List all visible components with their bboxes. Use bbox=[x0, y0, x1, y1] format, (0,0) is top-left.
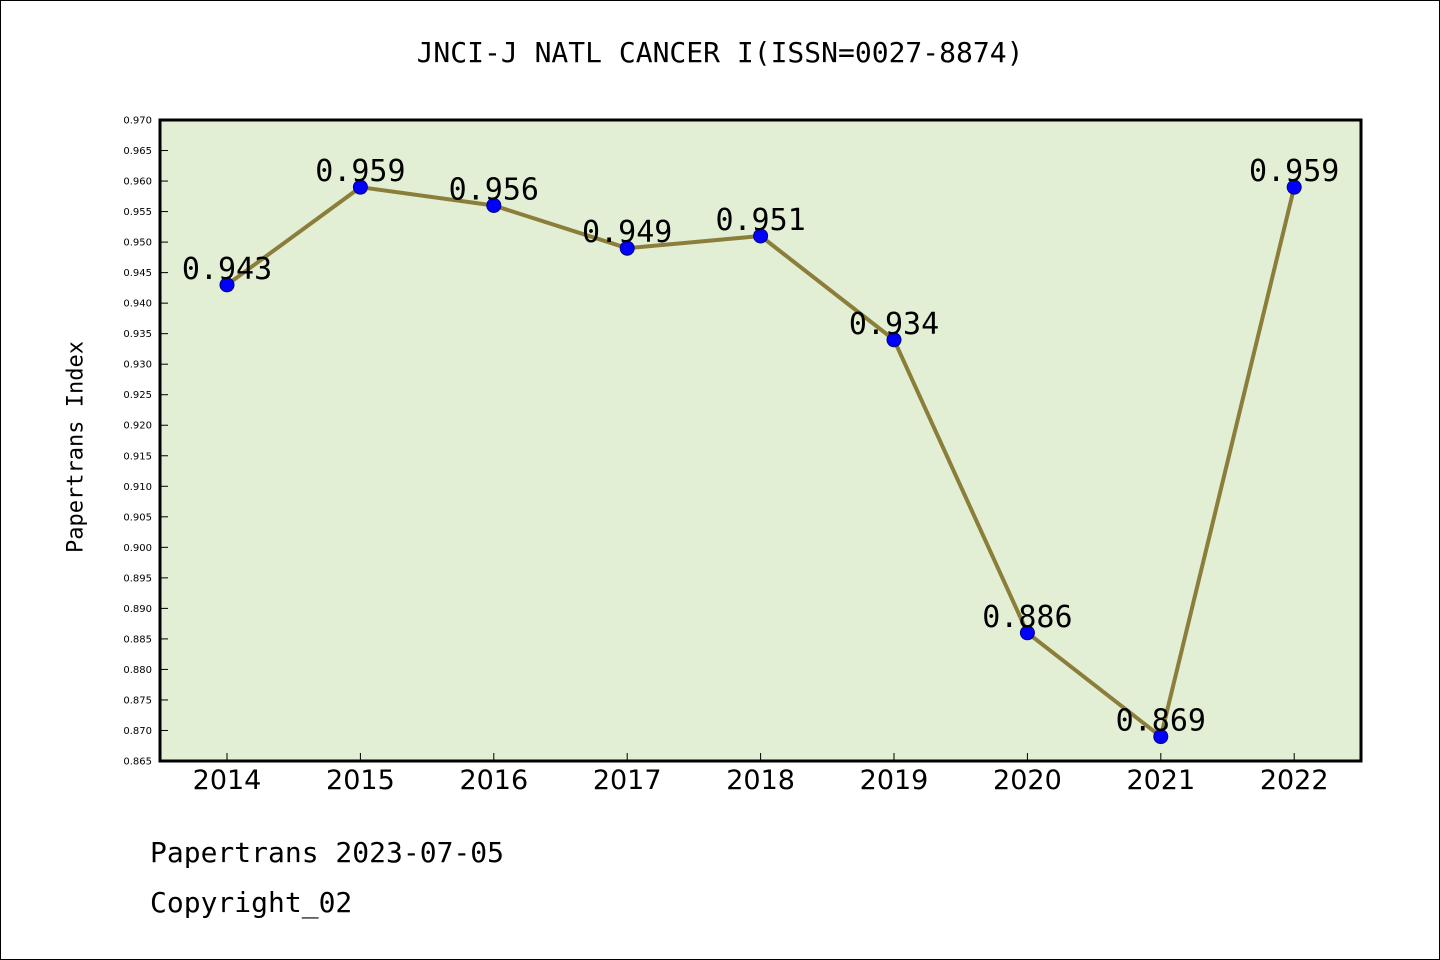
footer-date: Papertrans 2023-07-05 bbox=[150, 836, 505, 869]
data-point-marker bbox=[219, 277, 235, 293]
x-tick-label: 2019 bbox=[860, 765, 929, 796]
plot-border bbox=[158, 118, 1363, 763]
y-tick-label: 0.955 bbox=[123, 207, 152, 218]
footer-copyright: Copyright_02 bbox=[150, 886, 353, 919]
data-label: 0.934 bbox=[849, 307, 939, 342]
x-tick-label: 2018 bbox=[726, 765, 795, 796]
data-label: 0.951 bbox=[715, 203, 805, 238]
y-tick-label: 0.880 bbox=[123, 665, 152, 676]
x-tick-label: 2014 bbox=[193, 765, 262, 796]
y-tick-label: 0.920 bbox=[123, 421, 152, 432]
y-tick-label: 0.900 bbox=[123, 543, 152, 554]
data-label: 0.959 bbox=[315, 154, 405, 189]
y-tick-label: 0.935 bbox=[123, 329, 152, 340]
y-tick-label: 0.945 bbox=[123, 268, 152, 279]
data-point-marker bbox=[486, 197, 502, 213]
y-tick-label: 0.925 bbox=[123, 390, 152, 401]
y-tick-label: 0.965 bbox=[123, 146, 152, 157]
y-tick-label: 0.960 bbox=[123, 177, 152, 188]
data-label: 0.943 bbox=[182, 252, 272, 287]
data-point-marker bbox=[352, 179, 368, 195]
y-tick-label: 0.890 bbox=[123, 604, 152, 615]
y-tick-label: 0.940 bbox=[123, 299, 152, 310]
data-point-marker bbox=[753, 228, 769, 244]
data-point-marker bbox=[1153, 729, 1169, 745]
y-tick-label: 0.865 bbox=[123, 757, 152, 768]
y-tick-label: 0.905 bbox=[123, 512, 152, 523]
x-tick-label: 2015 bbox=[326, 765, 395, 796]
data-point-marker bbox=[1286, 179, 1302, 195]
x-tick-label: 2016 bbox=[459, 765, 528, 796]
y-tick-label: 0.875 bbox=[123, 695, 152, 706]
y-tick-label: 0.895 bbox=[123, 573, 152, 584]
y-tick-label: 0.915 bbox=[123, 451, 152, 462]
chart-title: JNCI-J NATL CANCER I(ISSN=0027-8874) bbox=[416, 36, 1024, 69]
data-label: 0.886 bbox=[982, 600, 1072, 635]
x-tick-label: 2021 bbox=[1126, 765, 1195, 796]
y-tick-label: 0.930 bbox=[123, 360, 152, 371]
data-label: 0.959 bbox=[1249, 154, 1339, 189]
data-label: 0.949 bbox=[582, 215, 672, 250]
y-tick-label: 0.885 bbox=[123, 634, 152, 645]
data-label: 0.869 bbox=[1116, 704, 1206, 739]
data-point-marker bbox=[619, 240, 635, 256]
x-tick-label: 2020 bbox=[993, 765, 1062, 796]
x-tick-label: 2022 bbox=[1260, 765, 1329, 796]
x-tick-label: 2017 bbox=[593, 765, 662, 796]
plot-area bbox=[160, 120, 1361, 761]
y-tick-label: 0.910 bbox=[123, 482, 152, 493]
data-point-marker bbox=[1019, 625, 1035, 641]
y-tick-label: 0.870 bbox=[123, 726, 152, 737]
y-tick-label: 0.970 bbox=[123, 116, 152, 127]
y-tick-label: 0.950 bbox=[123, 238, 152, 249]
data-point-marker bbox=[886, 332, 902, 348]
data-label: 0.956 bbox=[449, 172, 539, 207]
